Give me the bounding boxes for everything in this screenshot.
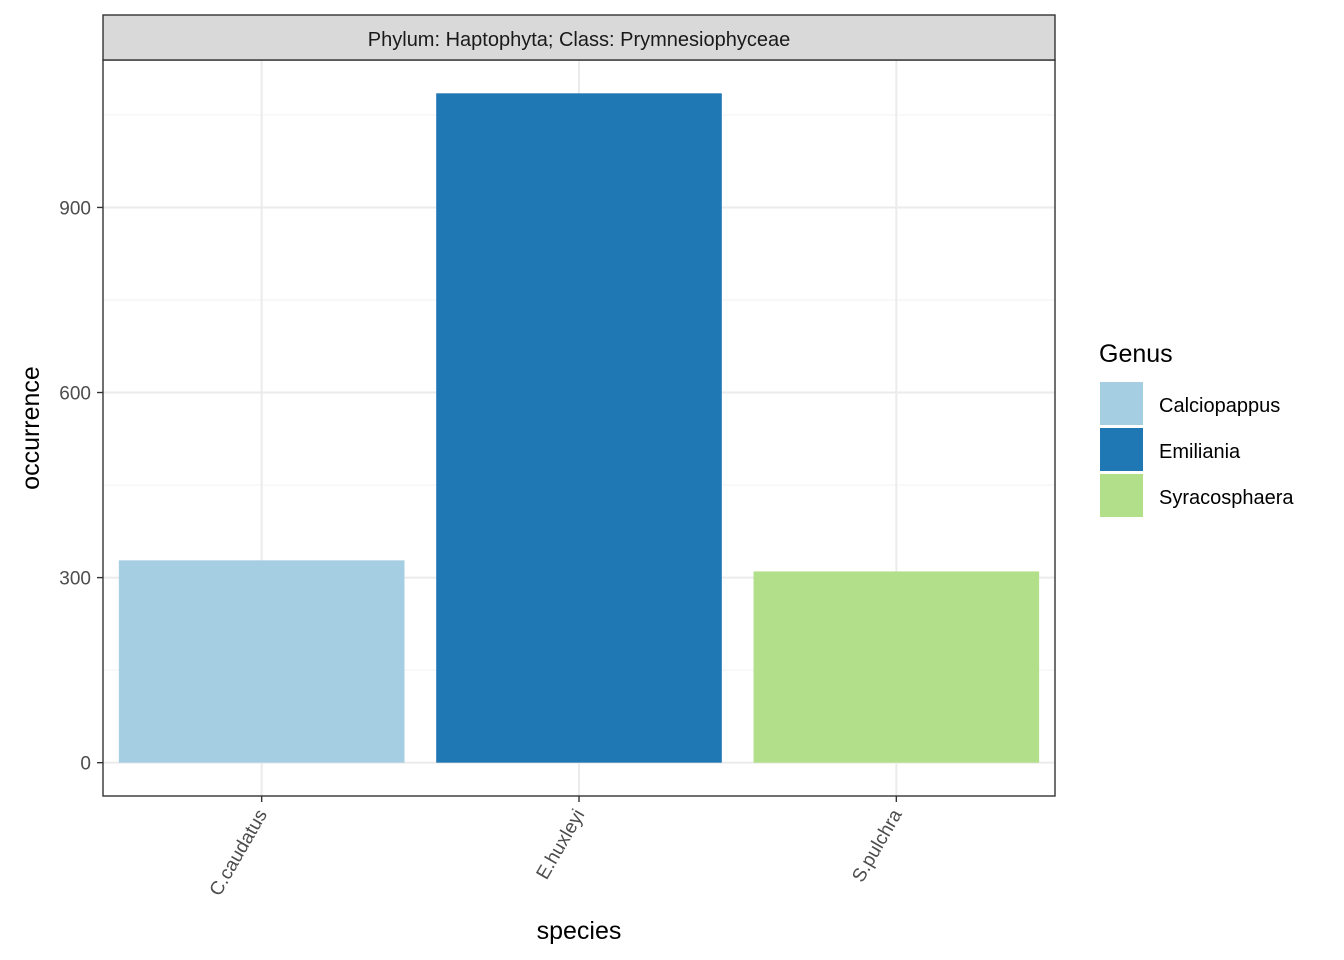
bar-S.pulchra	[753, 571, 1040, 763]
y-tick-label: 0	[80, 754, 91, 775]
facet-strip-label: Phylum: Haptophyta; Class: Prymnesiophyc…	[368, 29, 790, 51]
legend-key-Emiliania	[1100, 428, 1143, 471]
x-tick-label: S.pulchra	[848, 806, 907, 886]
y-tick-label: 600	[59, 384, 91, 405]
legend-key-Syracosphaera	[1100, 474, 1143, 517]
y-tick-label: 900	[59, 198, 91, 219]
x-tick-label: E.huxleyi	[533, 806, 590, 883]
y-axis-title: occurrence	[17, 366, 45, 490]
facet-strip	[102, 14, 1056, 61]
legend-items: Calciopappus Emiliania Syracosphaera	[1100, 382, 1294, 517]
bar-C.caudatus	[118, 560, 405, 763]
legend-title: Genus	[1099, 340, 1173, 368]
legend-label: Calciopappus	[1159, 395, 1280, 417]
legend-key-Calciopappus	[1100, 382, 1143, 425]
x-axis-ticks: C.caudatus E.huxleyi S.pulchra	[206, 796, 907, 900]
bar-E.huxleyi	[436, 93, 722, 763]
legend: Genus Calciopappus Emiliania Syracosphaera	[1099, 340, 1294, 517]
bars	[118, 93, 1040, 763]
x-tick-label: C.caudatus	[206, 806, 272, 900]
x-axis-title: species	[537, 917, 622, 945]
y-tick-label: 300	[59, 569, 91, 590]
legend-label: Syracosphaera	[1159, 487, 1294, 509]
y-axis-ticks: 0 300 600 900	[59, 198, 103, 775]
legend-label: Emiliania	[1159, 441, 1241, 463]
